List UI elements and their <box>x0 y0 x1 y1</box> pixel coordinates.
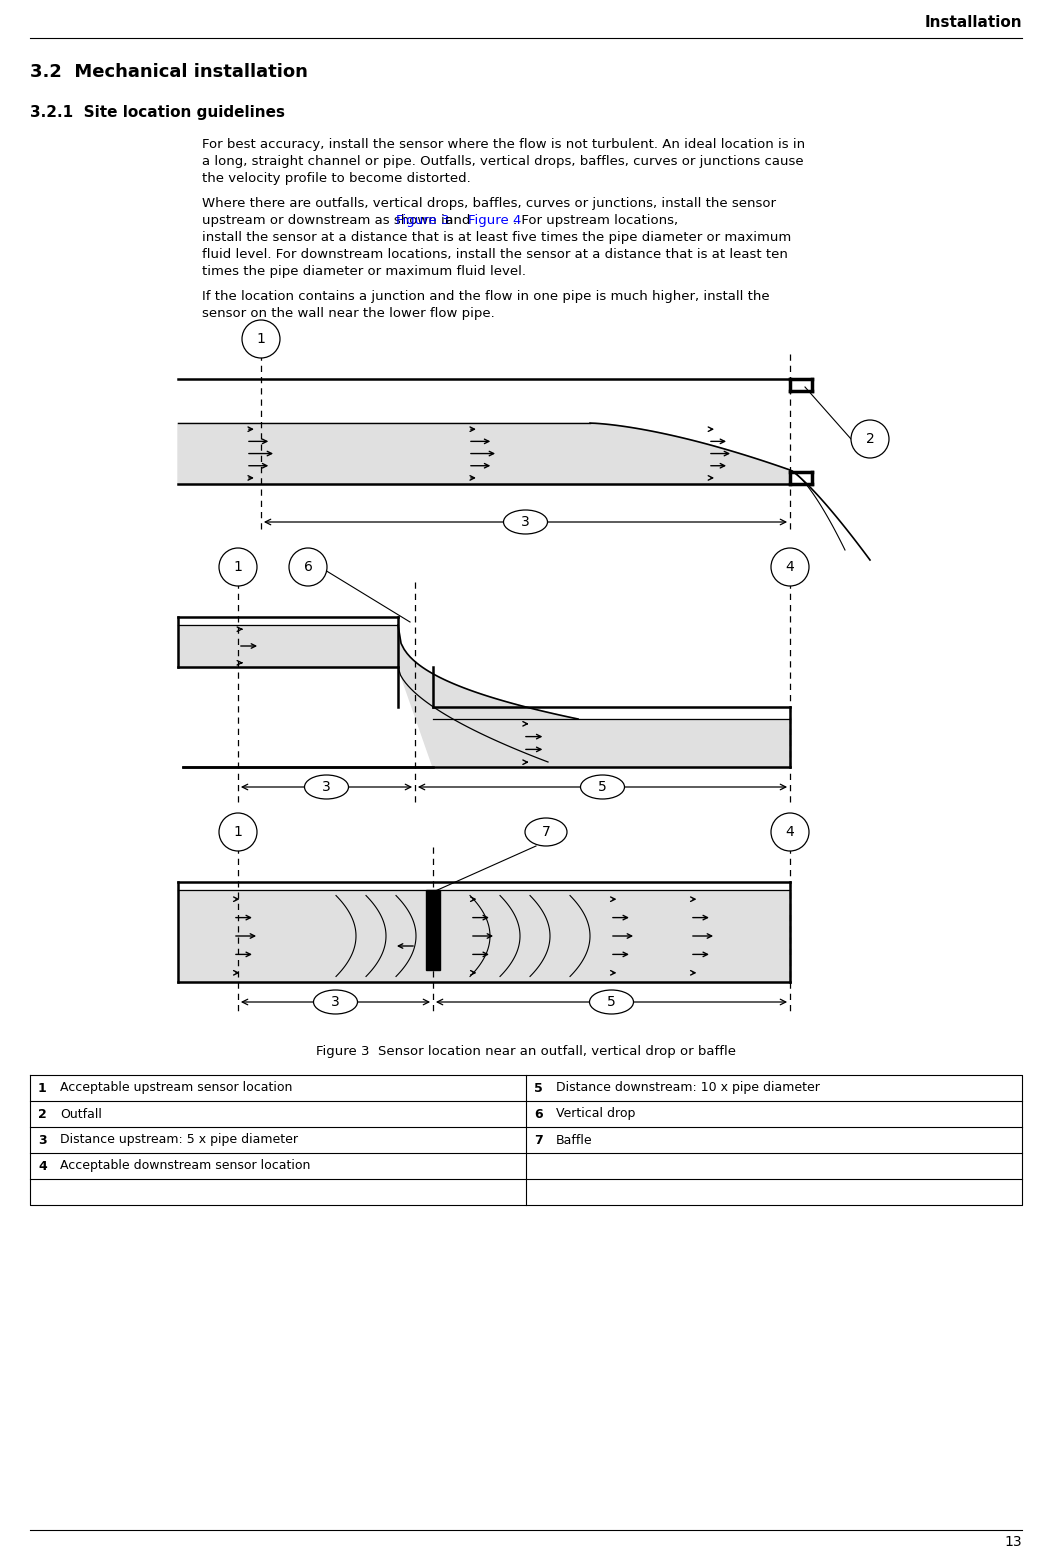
Text: 1: 1 <box>234 826 242 838</box>
Text: 4: 4 <box>38 1160 46 1172</box>
Text: 4: 4 <box>786 826 794 838</box>
Circle shape <box>219 813 257 851</box>
Text: Distance downstream: 10 x pipe diameter: Distance downstream: 10 x pipe diameter <box>557 1082 820 1094</box>
Text: the velocity profile to become distorted.: the velocity profile to become distorted… <box>202 172 470 186</box>
Polygon shape <box>426 890 440 969</box>
Ellipse shape <box>313 990 358 1015</box>
Text: Acceptable downstream sensor location: Acceptable downstream sensor location <box>60 1160 310 1172</box>
Text: 5: 5 <box>599 780 607 795</box>
Text: . For upstream locations,: . For upstream locations, <box>512 214 677 226</box>
Text: 1: 1 <box>257 332 265 347</box>
Text: Figure 4: Figure 4 <box>468 214 522 226</box>
Text: 3: 3 <box>322 780 331 795</box>
Text: 5: 5 <box>607 994 615 1008</box>
Text: sensor on the wall near the lower flow pipe.: sensor on the wall near the lower flow p… <box>202 308 494 320</box>
Text: install the sensor at a distance that is at least five times the pipe diameter o: install the sensor at a distance that is… <box>202 231 791 244</box>
Polygon shape <box>178 624 398 667</box>
Ellipse shape <box>581 774 625 799</box>
Polygon shape <box>433 720 790 766</box>
Text: Figure 3: Figure 3 <box>397 214 450 226</box>
Text: If the location contains a junction and the flow in one pipe is much higher, ins: If the location contains a junction and … <box>202 290 770 303</box>
Text: Distance upstream: 5 x pipe diameter: Distance upstream: 5 x pipe diameter <box>60 1133 298 1146</box>
Text: 3: 3 <box>38 1133 46 1146</box>
Ellipse shape <box>589 990 633 1015</box>
Ellipse shape <box>525 818 567 846</box>
Text: 2: 2 <box>38 1107 46 1121</box>
Text: Baffle: Baffle <box>557 1133 592 1146</box>
Text: 6: 6 <box>534 1107 543 1121</box>
Text: times the pipe diameter or maximum fluid level.: times the pipe diameter or maximum fluid… <box>202 265 526 278</box>
Text: Outfall: Outfall <box>60 1107 102 1121</box>
Text: 2: 2 <box>866 432 874 446</box>
Text: 5: 5 <box>534 1082 543 1094</box>
Text: 1: 1 <box>234 560 242 574</box>
Circle shape <box>242 320 280 357</box>
Text: 3.2.1  Site location guidelines: 3.2.1 Site location guidelines <box>31 105 285 120</box>
Text: and: and <box>441 214 474 226</box>
Text: 3.2  Mechanical installation: 3.2 Mechanical installation <box>31 62 308 81</box>
Text: 7: 7 <box>542 826 550 838</box>
Text: Installation: Installation <box>925 14 1021 30</box>
Polygon shape <box>178 423 790 484</box>
Circle shape <box>851 420 889 457</box>
Circle shape <box>771 548 809 585</box>
Text: For best accuracy, install the sensor where the flow is not turbulent. An ideal : For best accuracy, install the sensor wh… <box>202 137 805 151</box>
Text: Figure 3  Sensor location near an outfall, vertical drop or baffle: Figure 3 Sensor location near an outfall… <box>316 1044 736 1058</box>
Circle shape <box>771 813 809 851</box>
Circle shape <box>219 548 257 585</box>
Text: 4: 4 <box>786 560 794 574</box>
Text: upstream or downstream as shown in: upstream or downstream as shown in <box>202 214 458 226</box>
Ellipse shape <box>304 774 348 799</box>
Polygon shape <box>178 890 790 982</box>
Text: fluid level. For downstream locations, install the sensor at a distance that is : fluid level. For downstream locations, i… <box>202 248 788 261</box>
Ellipse shape <box>504 510 547 534</box>
Text: 7: 7 <box>534 1133 543 1146</box>
Text: 13: 13 <box>1005 1534 1021 1549</box>
Text: 3: 3 <box>521 515 530 529</box>
Polygon shape <box>398 624 790 766</box>
Text: 3: 3 <box>331 994 340 1008</box>
Text: Where there are outfalls, vertical drops, baffles, curves or junctions, install : Where there are outfalls, vertical drops… <box>202 197 776 211</box>
Circle shape <box>289 548 327 585</box>
Text: 6: 6 <box>304 560 312 574</box>
Text: 1: 1 <box>38 1082 46 1094</box>
Text: a long, straight channel or pipe. Outfalls, vertical drops, baffles, curves or j: a long, straight channel or pipe. Outfal… <box>202 155 804 169</box>
Text: Vertical drop: Vertical drop <box>557 1107 635 1121</box>
Text: Acceptable upstream sensor location: Acceptable upstream sensor location <box>60 1082 292 1094</box>
